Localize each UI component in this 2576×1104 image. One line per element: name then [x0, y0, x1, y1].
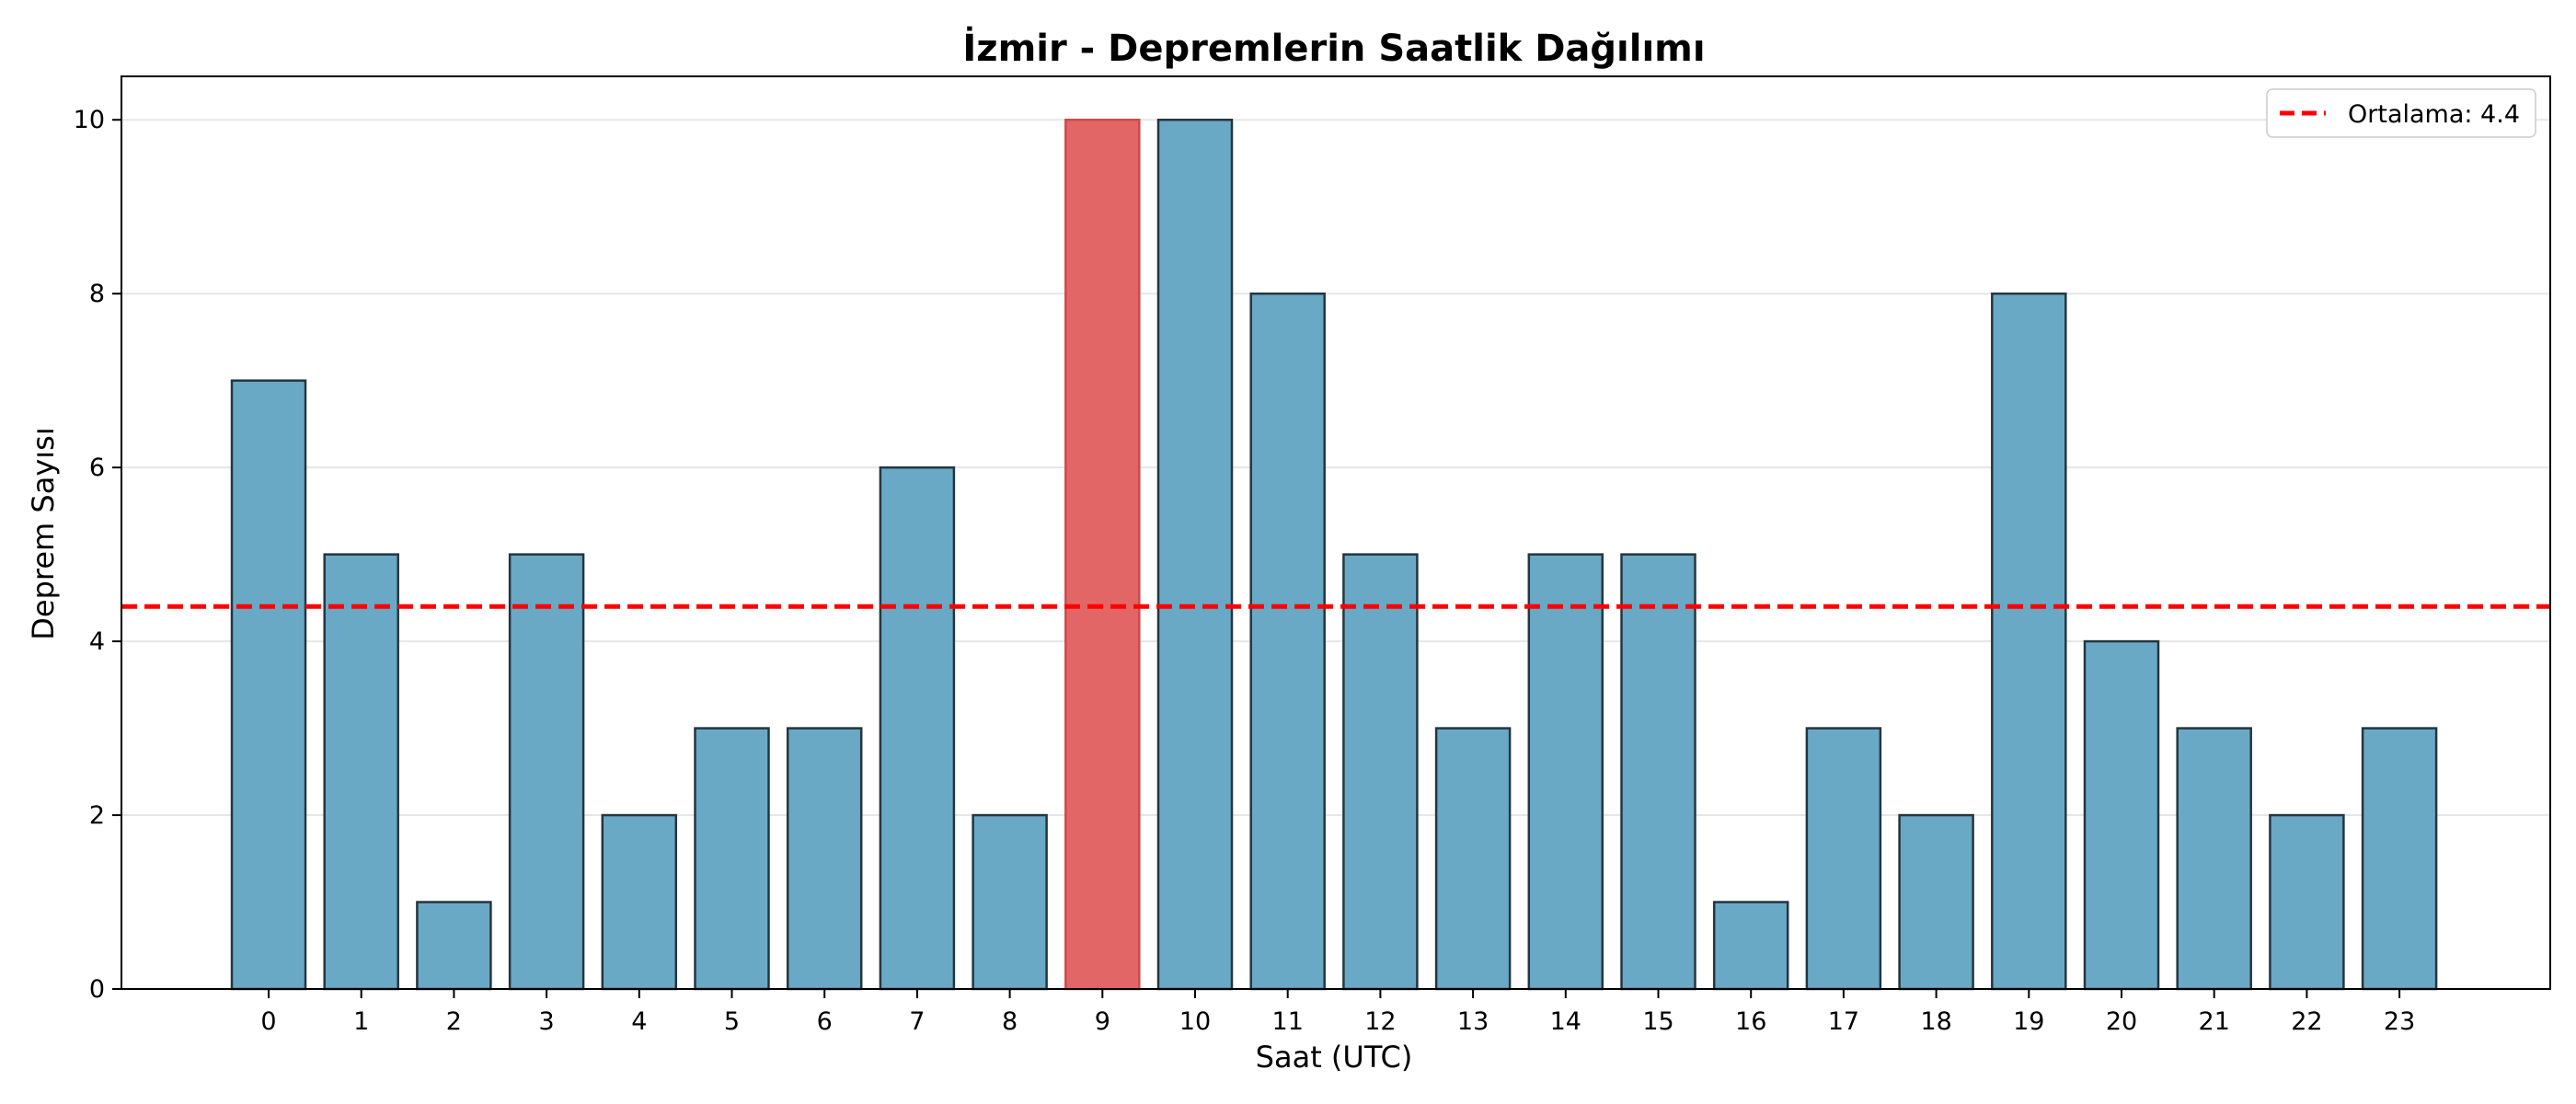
bar [1712, 901, 1789, 991]
x-axis-ticks: 0 1 2 3 4 5 6 7 8 9 10 11 12 13 14 15 16 17 18 19 20 21 22 23 [260, 989, 2415, 1036]
bar [1805, 727, 1882, 991]
plot-frame [121, 75, 2551, 990]
x-tick-label: 10 [1179, 1007, 1211, 1036]
bar [1991, 292, 2067, 991]
bar [879, 466, 956, 991]
x-tick-label: 19 [2013, 1007, 2044, 1036]
x-axis-label: Saat (UTC) [1256, 1040, 1413, 1075]
bars [230, 118, 2438, 991]
y-tick-label: 10 [74, 106, 105, 134]
y-tick-label: 2 [89, 801, 105, 830]
x-tick-label: 4 [631, 1007, 647, 1036]
x-tick-label: 1 [353, 1007, 369, 1036]
bar [1527, 553, 1604, 991]
x-tick-label: 20 [2106, 1007, 2137, 1036]
bar [2269, 813, 2345, 991]
y-tick-label: 8 [89, 280, 105, 308]
y-tick-label: 6 [89, 454, 105, 482]
x-tick-label: 14 [1550, 1007, 1581, 1036]
x-tick-label: 5 [724, 1007, 740, 1036]
bar [1434, 727, 1512, 991]
x-tick-label: 18 [1920, 1007, 1951, 1036]
bar [601, 813, 678, 991]
bar [230, 379, 307, 991]
bar [1249, 292, 1326, 991]
y-axis-label: Deprem Sayısı [26, 427, 61, 639]
x-tick-label: 7 [909, 1007, 925, 1036]
y-tick-label: 4 [89, 627, 105, 656]
x-tick-label: 23 [2384, 1007, 2415, 1036]
legend-box [2266, 88, 2536, 138]
x-tick-label: 21 [2199, 1007, 2230, 1036]
y-axis-ticks: 0 2 4 6 8 10 [74, 106, 121, 1004]
bar [786, 727, 863, 991]
bar [972, 813, 1048, 991]
bar [1620, 553, 1696, 991]
bar [694, 727, 770, 991]
bar [323, 553, 399, 991]
x-tick-label: 15 [1642, 1007, 1673, 1036]
x-tick-label: 9 [1095, 1007, 1110, 1036]
bar [2176, 727, 2252, 991]
x-tick-label: 6 [817, 1007, 833, 1036]
x-tick-label: 11 [1272, 1007, 1304, 1036]
bar [508, 553, 585, 991]
x-tick-label: 16 [1735, 1007, 1766, 1036]
x-tick-label: 0 [260, 1007, 276, 1036]
x-tick-label: 22 [2291, 1007, 2322, 1036]
bar [2361, 727, 2438, 991]
bar [416, 901, 492, 991]
y-tick-label: 0 [89, 975, 105, 1004]
chart-title: İzmir - Depremlerin Saatlik Dağılımı [962, 26, 1705, 70]
x-tick-label: 8 [1002, 1007, 1018, 1036]
bar [2083, 639, 2160, 991]
bar [1156, 118, 1234, 991]
x-tick-label: 2 [446, 1007, 462, 1036]
bar [1342, 553, 1419, 991]
x-tick-label: 12 [1364, 1007, 1396, 1036]
x-tick-label: 17 [1828, 1007, 1859, 1036]
bar-highlighted [1064, 118, 1141, 991]
x-tick-label: 13 [1457, 1007, 1489, 1036]
legend-mean-label: Ortalama: 4.4 [2348, 100, 2520, 129]
legend: Ortalama: 4.4 [2266, 88, 2536, 138]
x-tick-label: 3 [539, 1007, 555, 1036]
bar [1898, 813, 1974, 991]
